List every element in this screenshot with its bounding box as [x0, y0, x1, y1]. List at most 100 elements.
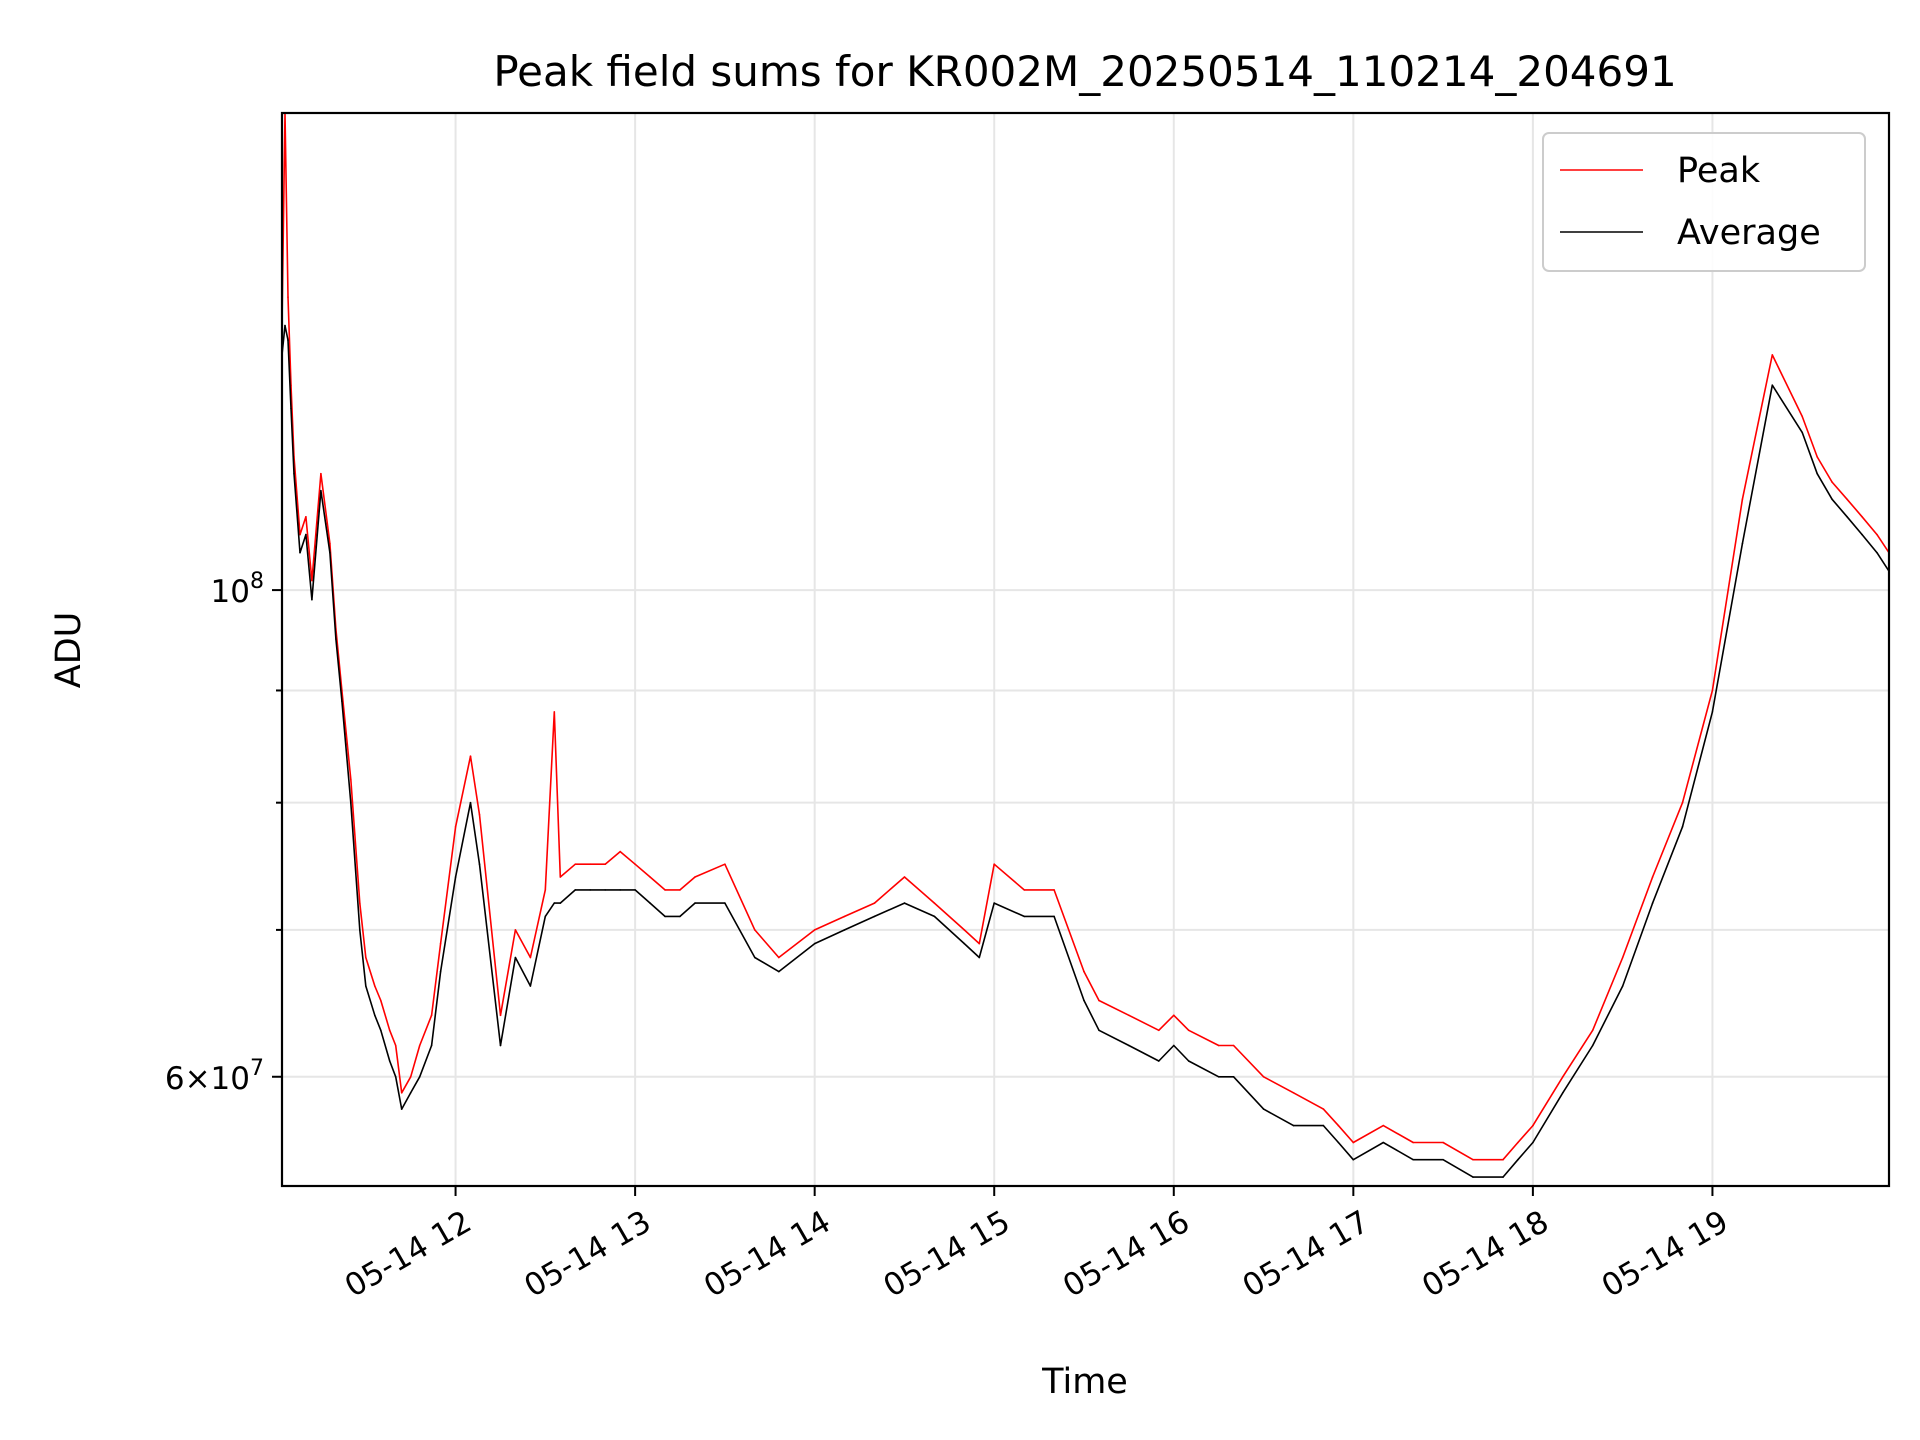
data-point-average [1217, 1076, 1220, 1078]
data-point-peak [299, 533, 301, 536]
data-point-peak [1382, 1124, 1385, 1127]
data-point-peak [694, 876, 696, 878]
y-tick-label: 108 [211, 569, 264, 610]
data-point-average [329, 551, 331, 554]
data-point-average [529, 985, 532, 987]
data-point-peak [1083, 970, 1085, 973]
data-point-peak [664, 889, 666, 891]
y-axis-label: ADU [49, 612, 89, 689]
data-point-average [400, 1108, 403, 1110]
data-point-peak [544, 889, 547, 891]
y-axis: 108 6×107 [165, 569, 282, 1097]
data-point-average [574, 889, 577, 891]
data-point-average [1053, 915, 1055, 918]
data-point-average [418, 1076, 421, 1078]
data-point-average [679, 915, 681, 918]
data-point-peak [454, 826, 457, 828]
data-point-average [544, 915, 547, 918]
data-point-peak [1173, 1014, 1175, 1017]
plot-frame [280, 111, 1891, 1188]
data-point-average [1771, 384, 1774, 387]
data-point-average [963, 942, 966, 945]
data-point-average [359, 929, 361, 931]
data-point-average [388, 1060, 391, 1062]
data-point-average [933, 915, 936, 918]
data-point-average [754, 956, 756, 959]
data-point-peak [634, 863, 636, 865]
data-point-peak [1217, 1044, 1220, 1047]
data-point-average [335, 638, 337, 640]
data-point-peak [1621, 956, 1624, 959]
data-point-peak [311, 579, 313, 582]
data-point-average [350, 801, 352, 804]
data-point-average [287, 339, 289, 341]
data-point-peak [1128, 1014, 1130, 1017]
data-point-peak [1187, 1029, 1190, 1032]
data-point-average [454, 876, 457, 878]
data-point-average [553, 902, 556, 904]
data-point-average [1262, 1108, 1265, 1110]
data-point-average [778, 970, 780, 973]
data-point-peak [1876, 533, 1878, 536]
data-point-average [873, 915, 876, 918]
data-point-peak [843, 915, 846, 918]
data-point-peak [589, 863, 591, 865]
data-point-average [1816, 472, 1818, 475]
data-point-peak [350, 778, 352, 780]
data-point-average [1621, 985, 1624, 987]
data-point-peak [380, 999, 382, 1002]
data-point-peak [1591, 1029, 1594, 1032]
data-point-average [409, 1092, 412, 1094]
data-point-peak [359, 902, 361, 904]
data-point-peak [1352, 1141, 1355, 1144]
data-point-peak [1681, 801, 1684, 804]
chart-title: Peak field sums for KR002M_20250514_1102… [493, 47, 1676, 96]
data-point-peak [1292, 1092, 1295, 1094]
data-point-peak [1711, 689, 1714, 692]
data-point-average [320, 489, 322, 492]
data-point-peak [400, 1092, 403, 1094]
data-point-average [813, 942, 816, 945]
data-point-peak [933, 902, 936, 904]
data-point-peak [903, 876, 906, 878]
data-point-peak [1412, 1141, 1414, 1144]
data-point-average [843, 929, 846, 931]
data-point-peak [1158, 1029, 1160, 1032]
data-point-average [664, 915, 666, 918]
data-point-peak [409, 1076, 412, 1078]
data-point-peak [1262, 1076, 1265, 1078]
plot-area [282, 113, 1889, 1178]
x-axis-label: Time [1041, 1362, 1128, 1402]
data-point-average [305, 533, 307, 536]
data-point-peak [1337, 1124, 1340, 1127]
data-point-average [634, 889, 636, 891]
data-point-peak [1023, 889, 1025, 891]
data-point-peak [418, 1044, 421, 1047]
data-point-peak [1053, 889, 1055, 891]
data-point-average [1128, 1044, 1130, 1047]
data-point-peak [1472, 1158, 1474, 1161]
data-point-average [1352, 1158, 1355, 1161]
data-point-average [694, 902, 696, 904]
data-point-average [290, 407, 292, 410]
data-point-average [978, 956, 981, 959]
legend: Peak Average [1542, 132, 1866, 272]
data-point-average [1472, 1176, 1474, 1178]
data-point-peak [305, 516, 307, 518]
data-point-peak [1442, 1141, 1444, 1144]
data-point-average [499, 1044, 502, 1047]
data-point-peak [553, 711, 556, 713]
data-point-peak [439, 942, 442, 945]
legend-label-average: Average [1677, 213, 1821, 253]
data-point-peak [754, 929, 756, 931]
data-point-peak [1831, 481, 1833, 483]
data-point-peak [559, 876, 562, 878]
data-point-average [1711, 711, 1714, 713]
data-point-average [394, 1076, 397, 1078]
data-point-average [1861, 533, 1863, 536]
data-point-peak [514, 929, 517, 931]
data-point-average [724, 902, 726, 904]
data-point-average [903, 902, 906, 904]
data-point-average [1098, 1029, 1100, 1032]
